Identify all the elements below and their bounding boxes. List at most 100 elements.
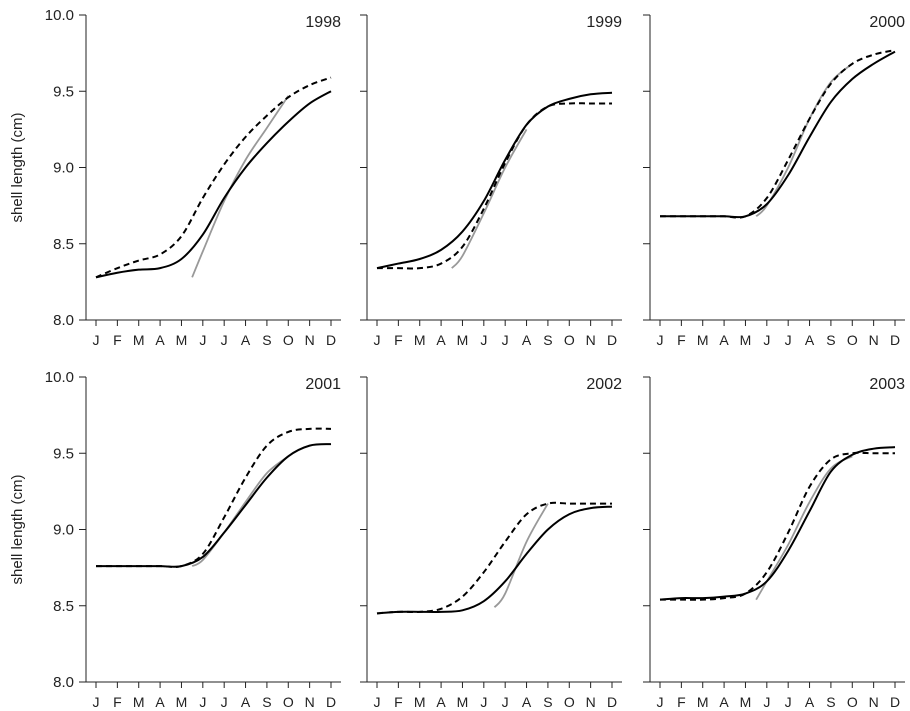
x-tick-label: F [394,694,403,710]
series-line-gray [755,63,853,217]
x-tick-label: O [564,332,575,348]
x-tick-label: J [763,694,770,710]
x-tick-label: J [199,332,206,348]
x-tick-label: A [522,332,532,348]
y-tick-label: 10.0 [45,7,74,24]
panel-title: 2002 [586,376,622,393]
x-tick-label: S [543,694,552,710]
x-tick-label: F [394,332,403,348]
x-tick-label: J [374,694,381,710]
x-tick-label: O [283,332,294,348]
x-tick-label: F [113,332,122,348]
x-tick-label: A [719,694,729,710]
x-tick-label: J [374,332,381,348]
x-tick-label: M [414,694,426,710]
x-tick-label: J [221,694,228,710]
series-line-gray [451,128,528,269]
x-tick-label: J [657,332,664,348]
x-tick-label: D [890,694,900,710]
x-tick-label: A [522,694,532,710]
series-line-dashed [376,501,612,615]
x-tick-label: M [697,332,709,348]
x-tick-label: S [826,332,835,348]
panel-title: 1999 [586,14,622,31]
x-tick-label: J [763,332,770,348]
series-line-solid [376,505,613,615]
x-tick-label: O [847,332,858,348]
x-tick-label: S [543,332,552,348]
x-tick-label: A [805,332,815,348]
x-tick-label: J [93,694,100,710]
panel-title: 2001 [305,376,341,393]
y-axis-label: shell length (cm) [9,112,26,222]
x-tick-label: M [697,694,709,710]
x-tick-label: A [436,694,446,710]
x-tick-label: J [480,332,487,348]
panel-title: 2000 [869,14,905,31]
y-tick-label: 8.5 [53,598,74,615]
x-tick-label: M [740,694,752,710]
y-axis-label: shell length (cm) [9,474,26,584]
series-line-gray [493,503,549,608]
x-tick-label: N [869,694,879,710]
series-line-solid [95,90,332,279]
x-tick-label: J [657,694,664,710]
x-tick-label: O [847,694,858,710]
x-tick-label: J [221,332,228,348]
x-tick-label: S [262,694,271,710]
y-tick-label: 8.0 [53,674,74,691]
x-tick-label: N [869,332,879,348]
y-tick-label: 8.0 [53,312,74,329]
x-tick-label: N [586,332,596,348]
series-line-dashed [660,451,895,601]
series-line-gray [191,95,290,278]
y-tick-label: 10.0 [45,369,74,386]
x-tick-label: A [155,694,165,710]
series-line-solid [660,50,896,219]
axis-frame [85,377,341,683]
y-tick-label: 9.5 [53,83,74,100]
x-tick-label: A [241,332,251,348]
axis-frame [649,15,905,321]
x-tick-label: J [502,332,509,348]
y-tick-label: 9.0 [53,522,74,539]
x-tick-label: D [326,694,336,710]
x-tick-label: A [436,332,446,348]
x-tick-label: N [305,694,315,710]
x-tick-label: O [564,694,575,710]
series-line-dashed [95,76,332,279]
series-line-solid [659,446,896,601]
x-tick-label: A [805,694,815,710]
x-tick-label: J [93,332,100,348]
x-tick-label: M [457,332,469,348]
y-tick-label: 9.5 [53,445,74,462]
axis-frame [85,15,341,321]
x-tick-label: F [113,694,122,710]
panel-title: 2003 [869,376,905,393]
x-tick-label: S [826,694,835,710]
axis-frame [366,377,622,683]
x-tick-label: F [677,332,686,348]
x-tick-label: J [785,694,792,710]
x-tick-label: N [586,694,596,710]
x-tick-label: D [607,694,617,710]
x-tick-label: M [176,332,188,348]
panel-title: 1998 [305,14,341,31]
x-tick-label: J [785,332,792,348]
x-tick-label: A [241,694,251,710]
series-line-dashed [377,102,612,270]
x-tick-label: M [740,332,752,348]
x-tick-label: S [262,332,271,348]
x-tick-label: J [199,694,206,710]
series-line-solid [376,91,613,270]
x-tick-label: A [719,332,729,348]
x-tick-label: N [305,332,315,348]
x-tick-label: F [677,694,686,710]
axis-frame [366,15,622,321]
